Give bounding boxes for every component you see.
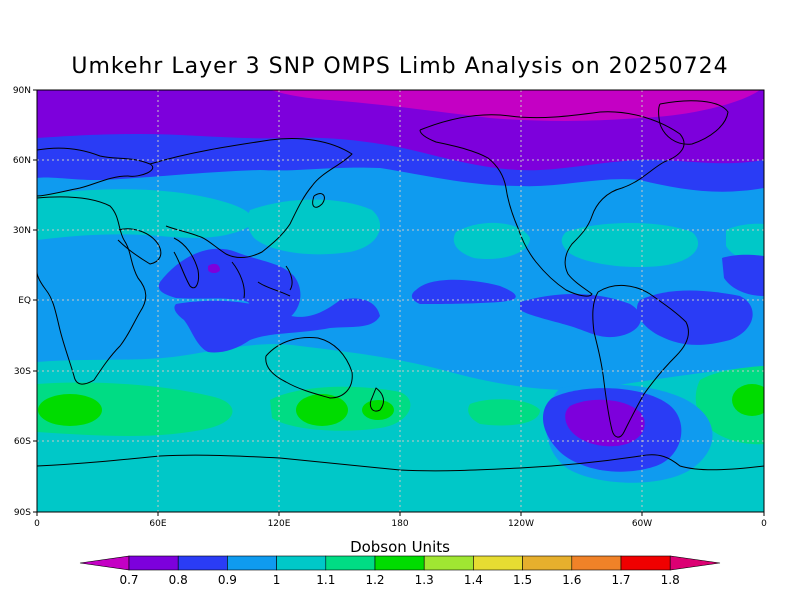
- coast-se-asia: [231, 261, 293, 299]
- lon-label: 180: [391, 519, 408, 529]
- coast-australia: [265, 337, 353, 399]
- colorbar-swatch: [423, 555, 474, 571]
- colorbar-swatch: [473, 555, 523, 571]
- lon-label: 0: [761, 519, 767, 529]
- lat-labels: 90N 60N 30N EQ 30S 60S 90S: [13, 86, 31, 518]
- colorbar-tick-label: 1.4: [464, 573, 483, 587]
- colorbar-swatch: [571, 555, 622, 571]
- colorbar-tick-label: 1.5: [513, 573, 532, 587]
- contour-south-1.3c: [362, 400, 394, 420]
- colorbar-tick-label: 0.9: [218, 573, 237, 587]
- colorbar-swatch: [128, 555, 179, 571]
- colorbar-tick-label: 1.6: [562, 573, 581, 587]
- lon-label: 0: [34, 519, 40, 529]
- contour-trop-0.7: [208, 263, 220, 273]
- colorbar-swatch: [276, 555, 327, 571]
- contour-north-0.6: [270, 90, 760, 121]
- chart-title: Umkehr Layer 3 SNP OMPS Limb Analysis on…: [71, 54, 729, 79]
- coast-asia: [149, 138, 353, 259]
- colorbar-swatch: [620, 555, 671, 571]
- contour-trop-0.8f: [722, 254, 764, 296]
- coast-greenland: [658, 100, 729, 145]
- colorbar-swatch: [325, 555, 376, 571]
- lon-labels: 0 60E 120E 180 120W 60W 0: [34, 519, 767, 529]
- contour-mid-1.1e: [726, 223, 764, 263]
- contour-trop-0.8a: [158, 248, 301, 323]
- colorbar-swatch: [669, 555, 721, 571]
- coast-south-america: [592, 285, 689, 438]
- coast-japan: [312, 193, 325, 208]
- contour-field: [37, 90, 764, 512]
- grid-lines: [37, 90, 764, 512]
- coast-africa: [37, 196, 147, 385]
- contour-mid-1.1b: [247, 199, 381, 255]
- coast-europe: [37, 147, 153, 197]
- lat-label: 90N: [13, 86, 31, 96]
- lat-label: 60S: [14, 437, 31, 447]
- coast-arabia: [117, 228, 162, 265]
- axis-ticks: [33, 89, 765, 516]
- colorbar: 0.7 0.8 0.9 1 1.1 1.2 1.3 1.4 1.5 1.6 1.7 1.8: [79, 555, 721, 587]
- colorbar-tick-label: 1.7: [611, 573, 630, 587]
- contour-south-1.2c: [468, 399, 540, 426]
- lat-label: 30N: [13, 226, 31, 236]
- contour-trop-0.8d: [520, 293, 641, 338]
- contour-trop-0.8c: [411, 279, 516, 304]
- coast-india: [173, 237, 199, 289]
- coast-north-america: [419, 111, 685, 297]
- colorbar-title: Dobson Units: [350, 538, 450, 556]
- lat-label: 90S: [14, 508, 31, 518]
- lon-label: 120W: [508, 519, 534, 529]
- colorbar-tick-label: 0.8: [169, 573, 188, 587]
- coastlines: [37, 100, 764, 472]
- contour-trop-0.8e: [636, 290, 753, 345]
- contour-south-1.3a: [38, 394, 102, 426]
- contour-south-1.3d: [732, 384, 764, 416]
- lon-label: 60W: [632, 519, 652, 529]
- colorbar-swatch: [374, 555, 425, 571]
- lat-label: 60N: [13, 156, 31, 166]
- colorbar-swatch: [177, 555, 228, 571]
- colorbar-tick-label: 1.2: [365, 573, 384, 587]
- colorbar-swatch: [79, 555, 130, 571]
- contour-mid-1.1a: [37, 189, 253, 240]
- colorbar-tick-label: 1: [273, 573, 281, 587]
- contour-south-0.7: [565, 399, 645, 447]
- colorbar-tick-label: 0.7: [119, 573, 138, 587]
- lat-label: EQ: [18, 296, 31, 306]
- contour-south-1.3b: [296, 394, 348, 426]
- coast-new-zealand: [369, 387, 384, 412]
- contour-mid-1.1d: [561, 223, 699, 268]
- contour-mid-1.1c: [453, 222, 530, 260]
- colorbar-swatch: [522, 555, 573, 571]
- lon-label: 120E: [268, 519, 291, 529]
- colorbar-tick-label: 1.8: [661, 573, 680, 587]
- colorbar-swatch: [227, 555, 277, 571]
- colorbar-tick-label: 1.1: [316, 573, 335, 587]
- coast-antarctica: [37, 454, 764, 472]
- lat-label: 30S: [14, 367, 31, 377]
- contour-trop-0.8b: [174, 298, 380, 353]
- colorbar-tick-label: 1.3: [415, 573, 434, 587]
- lon-label: 60E: [149, 519, 166, 529]
